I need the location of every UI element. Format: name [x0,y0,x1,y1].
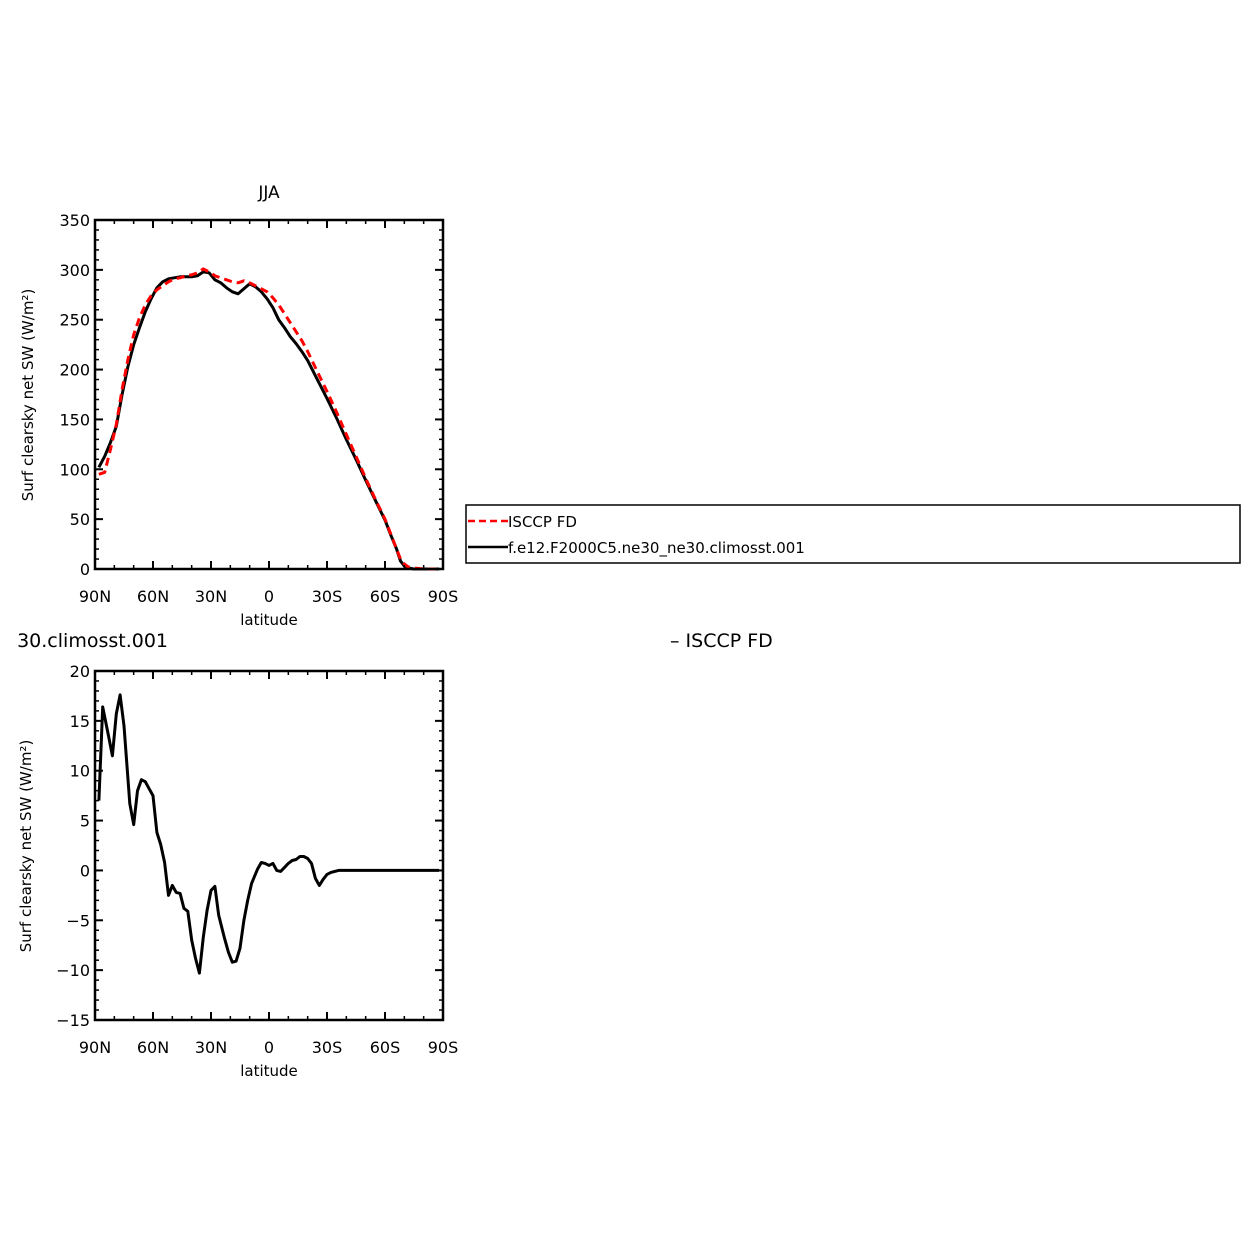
y-tick-label-bottom: 0 [80,861,90,880]
x-tick-label-top: 0 [264,587,274,606]
panel-bottom-legend-text: – ISCCP FD [670,630,773,652]
panel-top: JJA 0 50 100 150 200 250 300 350 90N 60N 30N 0 30S 60… [19,183,458,629]
y-tick-label-bottom: −5 [66,911,90,930]
x-tick-label-bottom: 30N [195,1038,227,1057]
y-tick-label-bottom: 20 [70,662,90,681]
x-tick-label-top: 30S [312,587,343,606]
panel-bottom-ylabel: Surf clearsky net SW (W/m²) [17,740,35,953]
y-tick-label-bottom: 5 [80,812,90,831]
x-tick-label-bottom: 30S [312,1038,343,1057]
x-tick-label-bottom: 60N [137,1038,169,1057]
y-tick-label-bottom: −10 [56,961,90,980]
plot-frame-bottom [93,669,445,1022]
y-tick-label-top: 300 [59,261,90,280]
panel-top-ylabel: Surf clearsky net SW (W/m²) [19,289,37,502]
y-tick-label-top: 150 [59,410,90,429]
x-tick-label-bottom: 90S [428,1038,459,1057]
x-tick-label-top: 60N [137,587,169,606]
series-line-top-1 [97,270,440,571]
plot-frame-top [93,218,445,571]
y-tick-label-top: 50 [70,510,90,529]
x-tick-label-bottom: 60S [370,1038,401,1057]
x-tick-label-top: 30N [195,587,227,606]
y-tick-label-bottom: −15 [56,1011,90,1030]
x-tick-label-top: 90N [79,587,111,606]
panel-bottom: 30.climosst.001 – ISCCP FD −15 −10 −5 0 5 10 1… [17,630,773,1080]
panel-bottom-title: 30.climosst.001 [17,630,168,652]
y-tick-label-bottom: 15 [70,712,90,731]
legend-frame [465,504,1241,564]
x-tick-label-top: 90S [428,587,459,606]
y-tick-label-top: 350 [59,211,90,230]
y-tick-label-top: 0 [80,560,90,579]
y-tick-label-top: 200 [59,361,90,380]
x-tick-label-bottom: 90N [79,1038,111,1057]
legend-label-isccp: ISCCP FD [508,513,577,531]
panel-bottom-xlabel: latitude [240,1062,298,1080]
series-line-top-0 [98,267,440,571]
legend-top: ISCCP FD f.e12.F2000C5.ne30_ne30.climoss… [465,504,1241,564]
panel-top-title: JJA [257,183,280,203]
panel-top-xlabel: latitude [240,611,298,629]
x-tick-label-bottom: 0 [264,1038,274,1057]
y-tick-label-top: 100 [59,460,90,479]
x-tick-label-top: 60S [370,587,401,606]
y-tick-label-bottom: 10 [70,762,90,781]
series-line-bottom-0 [97,693,440,975]
y-tick-label-top: 250 [59,311,90,330]
legend-label-model: f.e12.F2000C5.ne30_ne30.climosst.001 [508,539,805,558]
